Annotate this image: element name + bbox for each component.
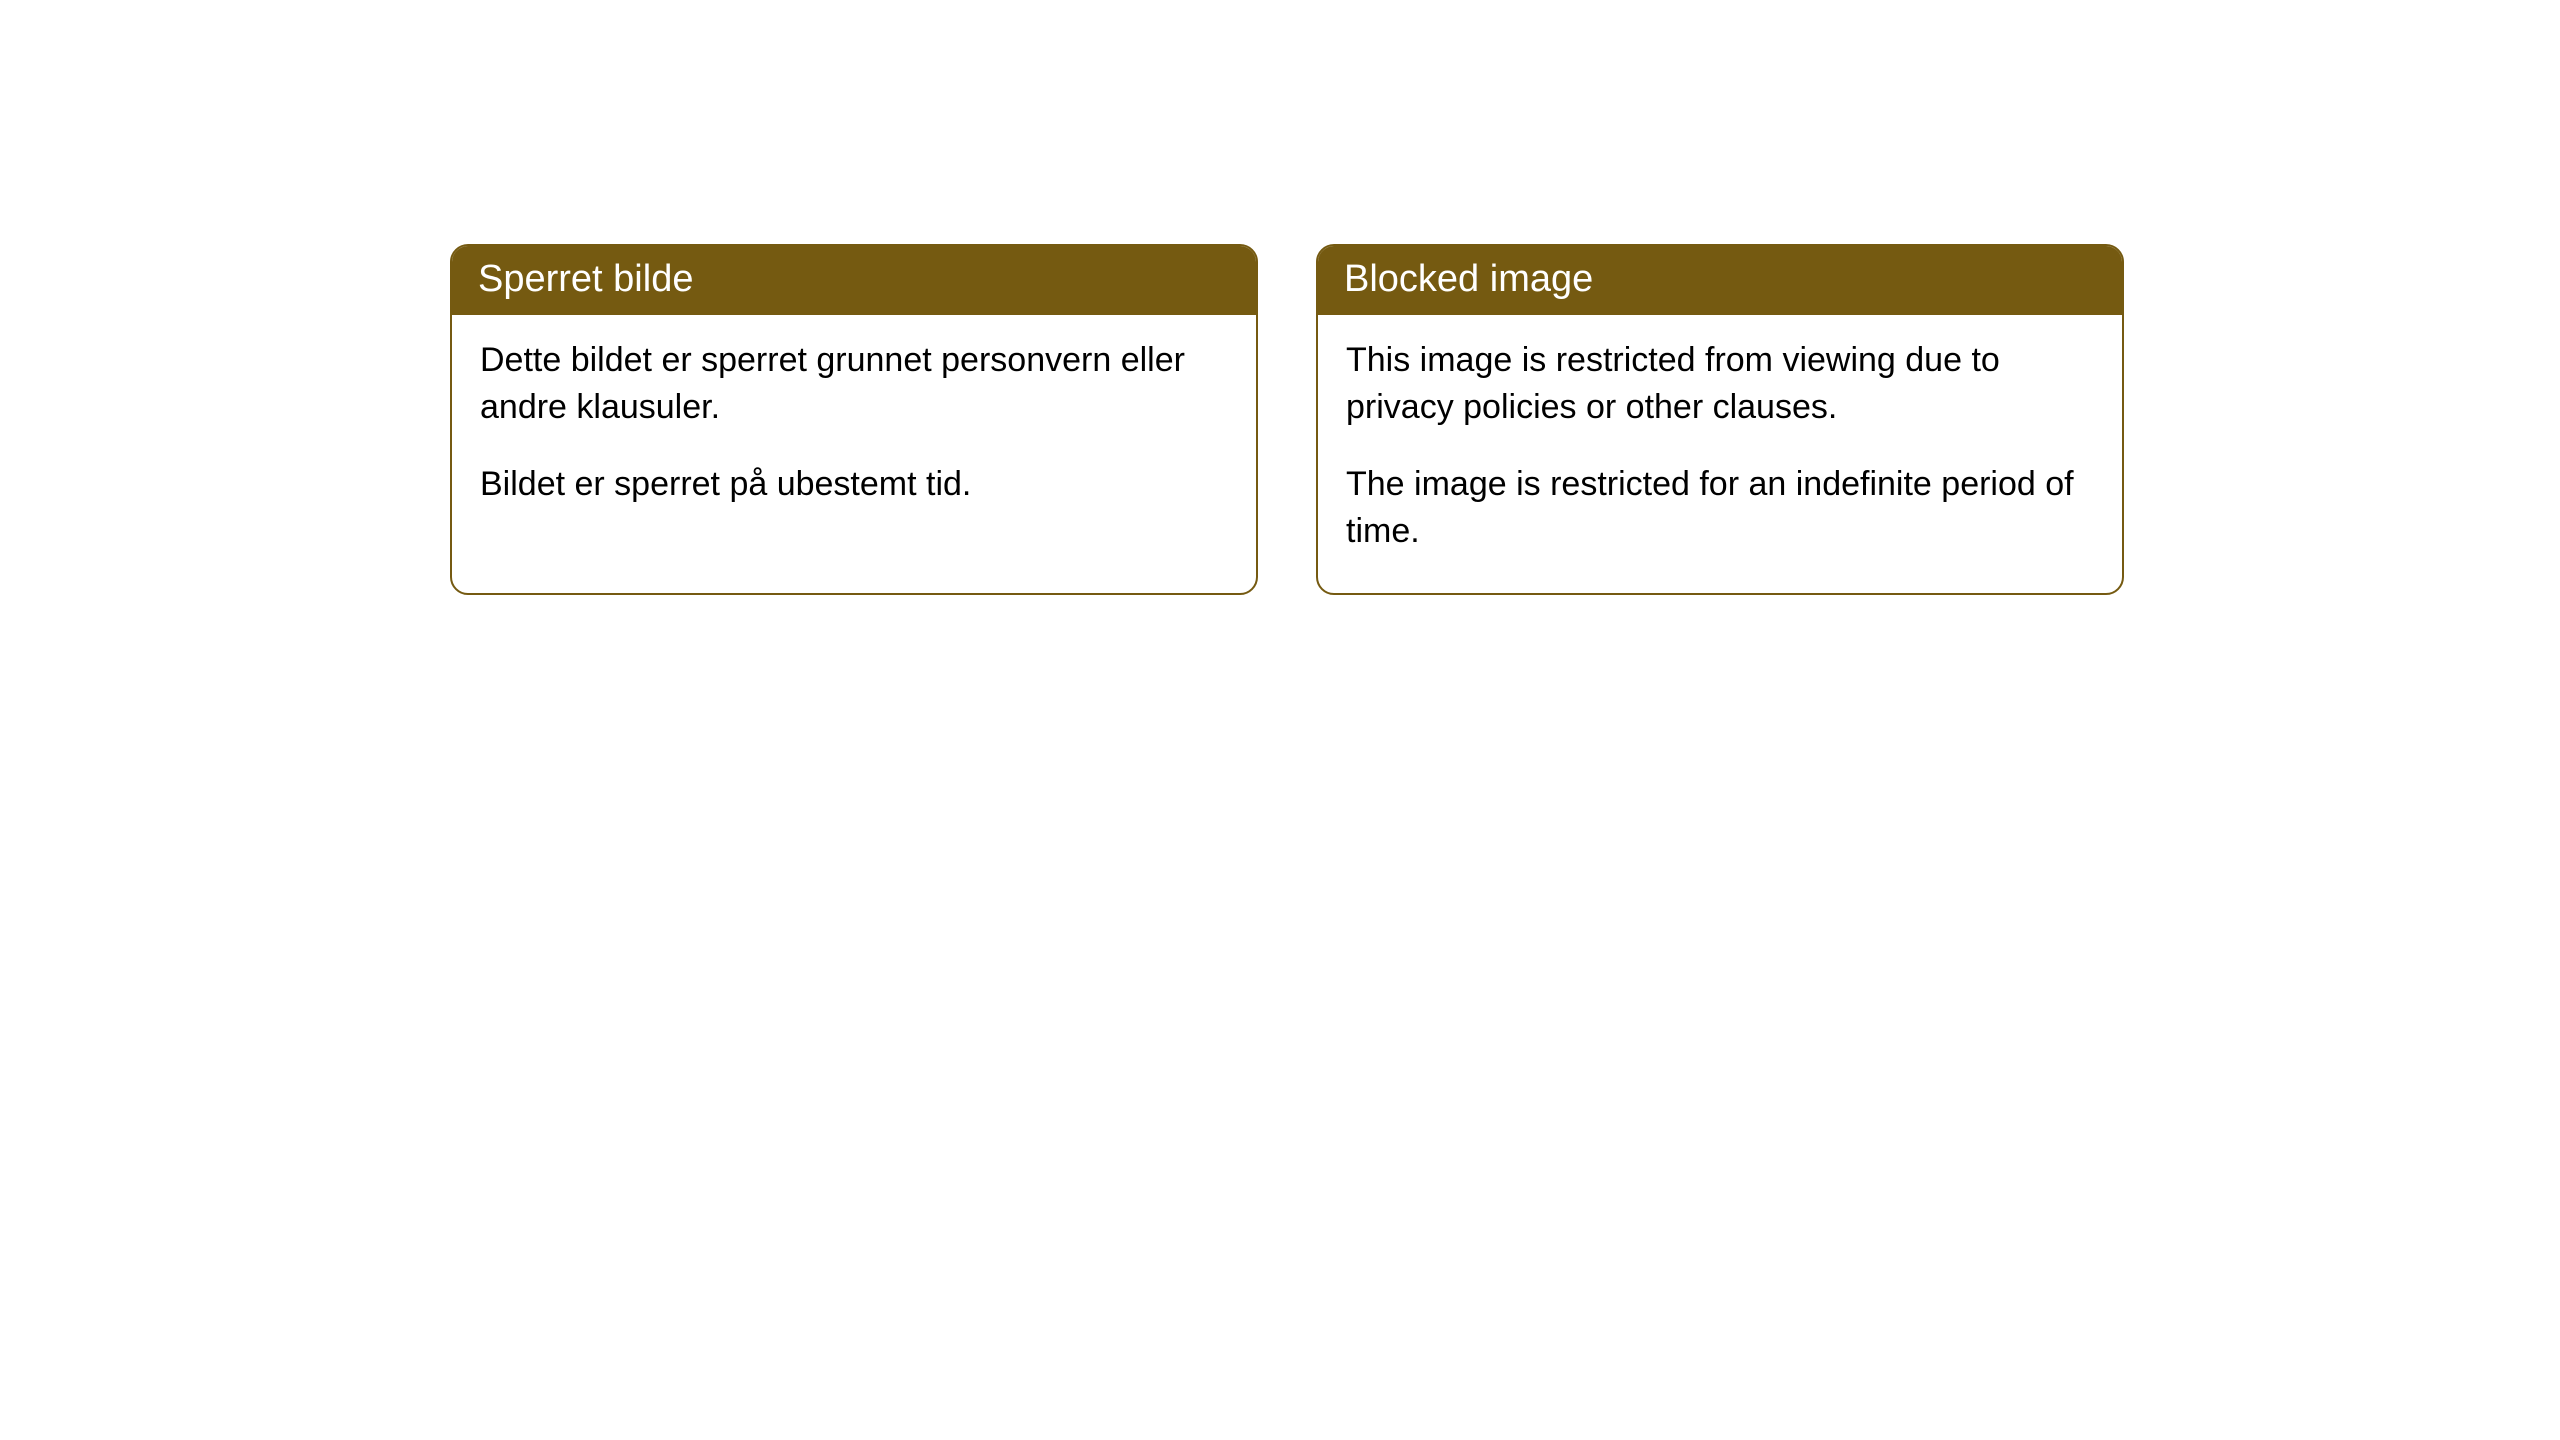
card-body: This image is restricted from viewing du… — [1318, 315, 2122, 593]
card-title: Blocked image — [1344, 258, 1593, 300]
card-paragraph: Dette bildet er sperret grunnet personve… — [480, 337, 1228, 431]
card-header: Sperret bilde — [452, 246, 1256, 315]
card-header: Blocked image — [1318, 246, 2122, 315]
notice-cards-container: Sperret bilde Dette bildet er sperret gr… — [0, 0, 2560, 595]
card-paragraph: This image is restricted from viewing du… — [1346, 337, 2094, 431]
card-paragraph: Bildet er sperret på ubestemt tid. — [480, 461, 1228, 508]
card-body: Dette bildet er sperret grunnet personve… — [452, 315, 1256, 546]
notice-card-norwegian: Sperret bilde Dette bildet er sperret gr… — [450, 244, 1258, 595]
card-title: Sperret bilde — [478, 258, 693, 300]
notice-card-english: Blocked image This image is restricted f… — [1316, 244, 2124, 595]
card-paragraph: The image is restricted for an indefinit… — [1346, 461, 2094, 555]
